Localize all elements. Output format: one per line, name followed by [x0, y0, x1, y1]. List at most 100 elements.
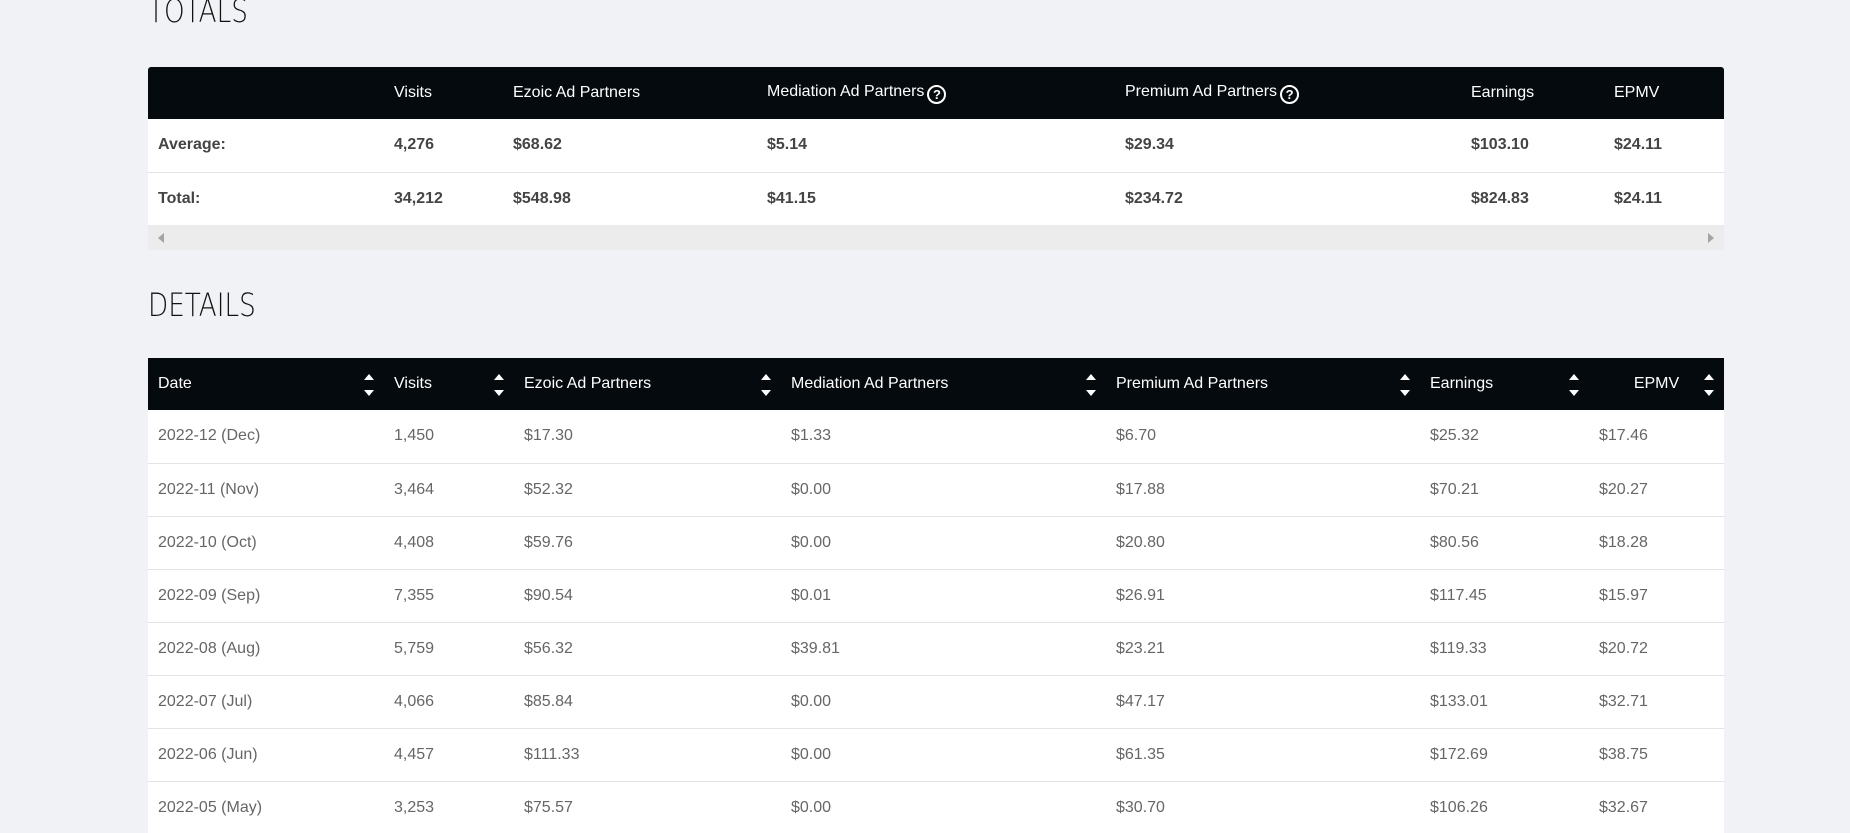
premium-cell: $26.91 [1106, 569, 1420, 623]
mediation-cell: $0.00 [781, 728, 1106, 782]
totals-average-row: Average: 4,276 $68.62 $5.14 $29.34 $103.… [148, 119, 1724, 173]
table-row: 2022-07 (Jul) 4,066 $85.84 $0.00 $47.17 … [148, 675, 1724, 729]
ezoic-cell: $85.84 [514, 675, 781, 729]
column-label: Ezoic Ad Partners [524, 375, 652, 392]
visits-cell: 3,253 [384, 781, 514, 833]
date-cell: 2022-11 (Nov) [148, 463, 384, 517]
visits-cell: 34,212 [384, 172, 503, 226]
visits-cell: 4,066 [384, 675, 514, 729]
table-row: 2022-05 (May) 3,253 $75.57 $0.00 $30.70 … [148, 781, 1724, 833]
earnings-cell: $133.01 [1420, 675, 1589, 729]
totals-col-visits: Visits [384, 67, 503, 119]
sort-by-mediation[interactable]: Mediation Ad Partners [781, 358, 1106, 410]
sort-icon[interactable] [1569, 374, 1579, 396]
table-row: 2022-11 (Nov) 3,464 $52.32 $0.00 $17.88 … [148, 463, 1724, 517]
column-label: Date [158, 375, 192, 392]
date-cell: 2022-05 (May) [148, 781, 384, 833]
sort-icon[interactable] [494, 374, 504, 396]
mediation-cell: $5.14 [757, 119, 1115, 173]
mediation-cell: $0.00 [781, 675, 1106, 729]
row-label: Total: [148, 172, 384, 226]
sort-by-visits[interactable]: Visits [384, 358, 514, 410]
sort-by-date[interactable]: Date [148, 358, 384, 410]
premium-cell: $61.35 [1106, 728, 1420, 782]
ezoic-cell: $17.30 [514, 410, 781, 464]
scroll-right-icon[interactable] [1708, 233, 1714, 243]
table-row: 2022-06 (Jun) 4,457 $111.33 $0.00 $61.35… [148, 728, 1724, 782]
sort-by-epmv[interactable]: EPMV [1589, 358, 1724, 410]
date-cell: 2022-08 (Aug) [148, 622, 384, 676]
visits-cell: 4,408 [384, 516, 514, 570]
mediation-cell: $1.33 [781, 410, 1106, 464]
earnings-cell: $25.32 [1420, 410, 1589, 464]
column-label: Visits [394, 375, 432, 392]
ezoic-cell: $59.76 [514, 516, 781, 570]
premium-cell: $20.80 [1106, 516, 1420, 570]
sort-icon[interactable] [1704, 374, 1714, 396]
visits-cell: 7,355 [384, 569, 514, 623]
epmv-cell: $38.75 [1589, 728, 1724, 782]
earnings-cell: $119.33 [1420, 622, 1589, 676]
visits-cell: 4,276 [384, 119, 503, 173]
totals-col-ezoic: Ezoic Ad Partners [503, 67, 757, 119]
epmv-cell: $24.11 [1604, 172, 1724, 226]
sort-by-ezoic[interactable]: Ezoic Ad Partners [514, 358, 781, 410]
mediation-cell: $0.00 [781, 516, 1106, 570]
table-row: 2022-08 (Aug) 5,759 $56.32 $39.81 $23.21… [148, 622, 1724, 676]
ezoic-cell: $68.62 [503, 119, 757, 173]
scroll-left-icon[interactable] [158, 233, 164, 243]
totals-heading: TOTALS [148, 0, 248, 30]
column-label: Mediation Ad Partners [791, 375, 949, 392]
sort-icon[interactable] [364, 374, 374, 396]
ezoic-cell: $90.54 [514, 569, 781, 623]
premium-cell: $47.17 [1106, 675, 1420, 729]
help-icon[interactable]: ? [927, 84, 947, 104]
visits-cell: 1,450 [384, 410, 514, 464]
sort-by-premium[interactable]: Premium Ad Partners [1106, 358, 1420, 410]
sort-icon[interactable] [761, 374, 771, 396]
epmv-cell: $32.67 [1589, 781, 1724, 833]
sort-icon[interactable] [1400, 374, 1410, 396]
date-cell: 2022-07 (Jul) [148, 675, 384, 729]
epmv-cell: $20.27 [1589, 463, 1724, 517]
details-header-row: Date Visits Ezoic Ad Partners Mediation … [148, 358, 1724, 410]
mediation-cell: $0.00 [781, 781, 1106, 833]
totals-col-premium: Premium Ad Partners? [1115, 67, 1461, 119]
epmv-cell: $15.97 [1589, 569, 1724, 623]
date-cell: 2022-06 (Jun) [148, 728, 384, 782]
help-icon[interactable]: ? [1280, 84, 1300, 104]
earnings-cell: $117.45 [1420, 569, 1589, 623]
column-label: Premium Ad Partners [1116, 375, 1269, 392]
mediation-cell: $39.81 [781, 622, 1106, 676]
table-row: 2022-09 (Sep) 7,355 $90.54 $0.01 $26.91 … [148, 569, 1724, 623]
totals-col-mediation: Mediation Ad Partners? [757, 67, 1115, 119]
column-label: EPMV [1633, 375, 1680, 392]
ezoic-cell: $111.33 [514, 728, 781, 782]
totals-col-earnings: Earnings [1461, 67, 1604, 119]
epmv-cell: $32.71 [1589, 675, 1724, 729]
epmv-cell: $20.72 [1589, 622, 1724, 676]
mediation-cell: $0.00 [781, 463, 1106, 517]
ezoic-cell: $56.32 [514, 622, 781, 676]
premium-cell: $17.88 [1106, 463, 1420, 517]
earnings-cell: $103.10 [1461, 119, 1604, 173]
totals-col-mediation-label: Mediation Ad Partners [767, 82, 925, 100]
epmv-cell: $18.28 [1589, 516, 1724, 570]
earnings-cell: $80.56 [1420, 516, 1589, 570]
totals-header-row: Visits Ezoic Ad Partners Mediation Ad Pa… [148, 67, 1724, 119]
sort-icon[interactable] [1086, 374, 1096, 396]
details-table: Date Visits Ezoic Ad Partners Mediation … [148, 358, 1724, 833]
mediation-cell: $41.15 [757, 172, 1115, 226]
totals-table: Visits Ezoic Ad Partners Mediation Ad Pa… [148, 67, 1724, 226]
totals-horizontal-scrollbar[interactable] [148, 225, 1724, 250]
date-cell: 2022-09 (Sep) [148, 569, 384, 623]
visits-cell: 4,457 [384, 728, 514, 782]
earnings-cell: $106.26 [1420, 781, 1589, 833]
mediation-cell: $0.01 [781, 569, 1106, 623]
date-cell: 2022-12 (Dec) [148, 410, 384, 464]
premium-cell: $29.34 [1115, 119, 1461, 173]
premium-cell: $23.21 [1106, 622, 1420, 676]
premium-cell: $30.70 [1106, 781, 1420, 833]
sort-by-earnings[interactable]: Earnings [1420, 358, 1589, 410]
totals-col-label [148, 67, 384, 119]
